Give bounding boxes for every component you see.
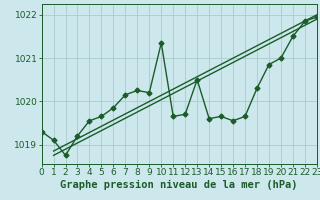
X-axis label: Graphe pression niveau de la mer (hPa): Graphe pression niveau de la mer (hPa) [60, 180, 298, 190]
